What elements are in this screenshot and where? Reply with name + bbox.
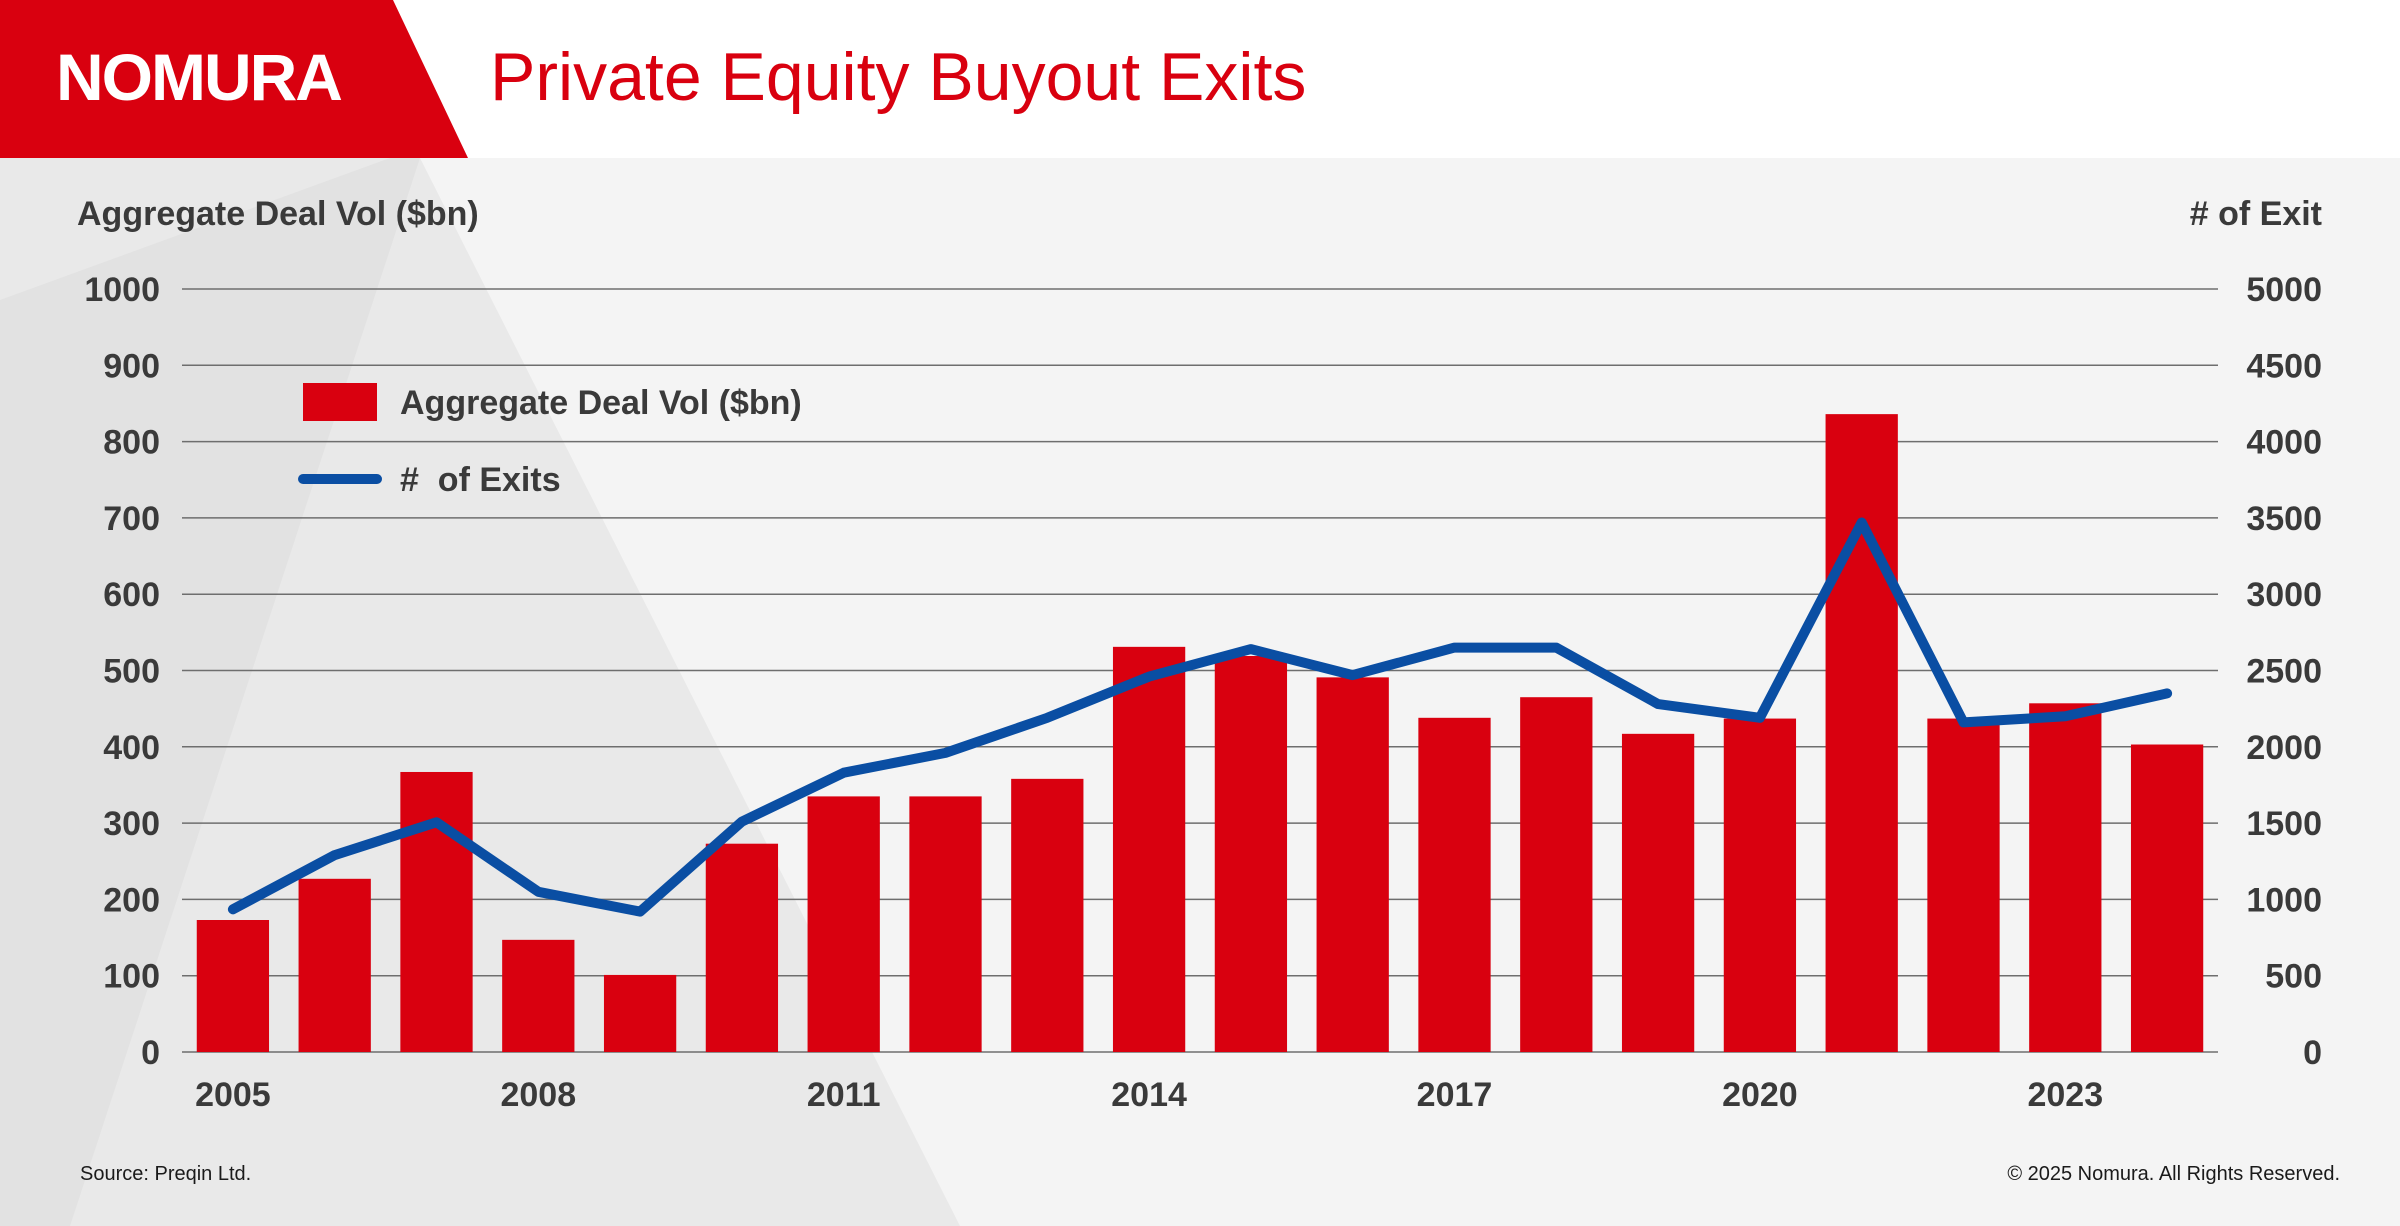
left-tick-label: 400 [103, 729, 160, 767]
copyright-note: © 2025 Nomura. All Rights Reserved. [2007, 1163, 2340, 1185]
logo: NOMURA [56, 40, 341, 114]
right-axis-title: # of Exit [2190, 195, 2322, 233]
right-tick-label: 2500 [2246, 653, 2322, 691]
bar-2012 [909, 796, 982, 1052]
left-tick-label: 100 [103, 958, 160, 996]
bar-2022 [1927, 718, 2000, 1052]
right-tick-label: 1500 [2246, 805, 2322, 843]
source-note: Source: Preqin Ltd. [80, 1163, 251, 1185]
right-tick-label: 1000 [2246, 881, 2322, 919]
bar-2011 [807, 796, 880, 1052]
page-title: Private Equity Buyout Exits [490, 39, 1306, 115]
bar-2010 [705, 843, 779, 1052]
x-tick-label: 2014 [1111, 1076, 1187, 1114]
left-tick-label: 900 [103, 347, 160, 385]
left-tick-label: 300 [103, 805, 160, 843]
background-stripe-dark [0, 158, 420, 1226]
bar-2018 [1520, 697, 1593, 1052]
bar-2020 [1723, 718, 1797, 1052]
right-tick-label: 0 [2303, 1034, 2322, 1072]
x-tick-label: 2017 [1417, 1076, 1493, 1114]
bar-2015 [1214, 656, 1288, 1052]
bar-2009 [603, 974, 677, 1052]
x-axis-ticks: 2005 2008 2011 2014 2017 2020 2023 [195, 1076, 2103, 1114]
bar-2005 [196, 920, 270, 1052]
left-axis-ticks: 0 100 200 300 400 500 600 700 800 900 1000 [84, 271, 160, 1072]
left-tick-label: 500 [103, 653, 160, 691]
left-tick-label: 700 [103, 500, 160, 538]
right-tick-label: 4000 [2246, 424, 2322, 462]
left-tick-label: 800 [103, 424, 160, 462]
bar-2007 [400, 771, 473, 1052]
legend-label-deal-vol: Aggregate Deal Vol ($bn) [400, 384, 802, 422]
bar-2006 [298, 878, 371, 1052]
line-series [227, 517, 2173, 917]
bar-2024 [2130, 744, 2204, 1052]
x-tick-label: 2008 [500, 1076, 576, 1114]
legend-label-exits: # of Exits [400, 461, 561, 499]
bar-series [196, 414, 2204, 1053]
legend-swatch-deal-vol [303, 383, 377, 421]
right-tick-label: 500 [2265, 958, 2322, 996]
bar-2019 [1621, 733, 1695, 1052]
bar-2023 [2029, 703, 2102, 1052]
right-tick-label: 4500 [2246, 347, 2322, 385]
right-tick-label: 3000 [2246, 576, 2322, 614]
left-axis-title: Aggregate Deal Vol ($bn) [77, 195, 479, 233]
right-axis-ticks: 0 500 1000 1500 2000 2500 3000 3500 4000 4500 5000 [2246, 271, 2322, 1072]
logo-block [0, 0, 468, 158]
right-tick-label: 5000 [2246, 271, 2322, 309]
bar-2016 [1316, 677, 1389, 1052]
x-tick-label: 2011 [807, 1076, 881, 1114]
legend: Aggregate Deal Vol ($bn) # of Exits [298, 383, 802, 499]
bar-2013 [1011, 778, 1084, 1052]
x-tick-label: 2005 [195, 1076, 271, 1114]
right-tick-label: 2000 [2246, 729, 2322, 767]
bar-2008 [502, 939, 575, 1052]
x-tick-label: 2023 [2027, 1076, 2103, 1114]
left-tick-label: 0 [141, 1034, 160, 1072]
x-tick-label: 2020 [1722, 1076, 1798, 1114]
bar-2014 [1112, 646, 1186, 1052]
left-tick-label: 200 [103, 881, 160, 919]
right-tick-label: 3500 [2246, 500, 2322, 538]
bar-2021 [1825, 414, 1898, 1053]
left-tick-label: 600 [103, 576, 160, 614]
left-tick-label: 1000 [84, 271, 160, 309]
exits-line [227, 517, 2173, 917]
bar-2017 [1418, 717, 1491, 1052]
